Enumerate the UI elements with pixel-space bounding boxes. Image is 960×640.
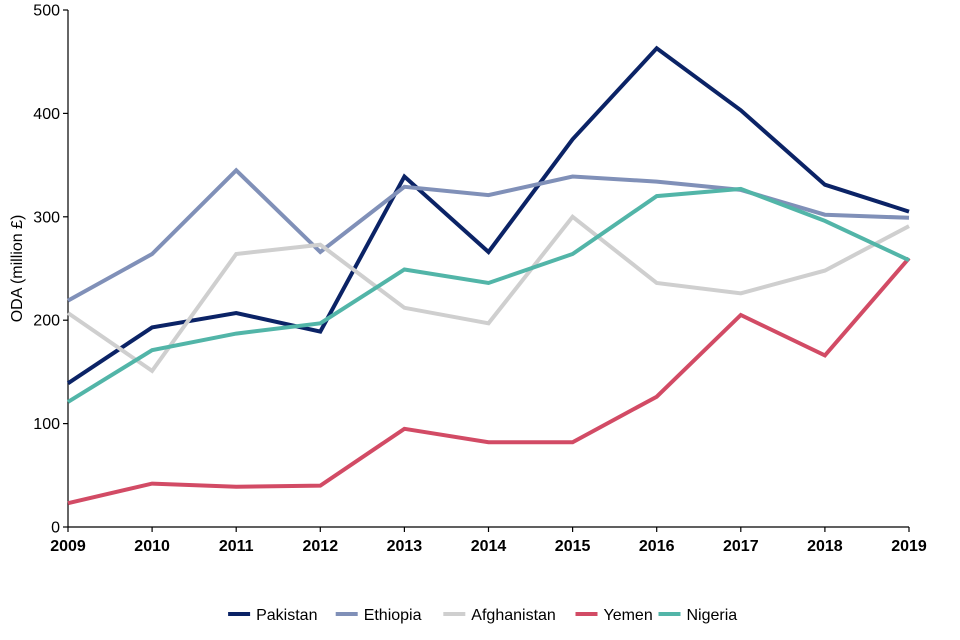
y-axis: 0 100 200 300 400 500 xyxy=(33,3,69,537)
legend-label: Ethiopia xyxy=(364,607,422,624)
legend-item-nigeria: Nigeria xyxy=(658,607,738,624)
legend-item-pakistan: Pakistan xyxy=(228,607,317,624)
series-line-nigeria xyxy=(66,186,910,404)
x-tick-label: 2014 xyxy=(471,538,507,555)
x-tick-label: 2017 xyxy=(723,538,759,555)
x-tick-label: 2016 xyxy=(639,538,675,555)
legend-item-ethiopia: Ethiopia xyxy=(335,607,422,624)
series-line-yemen xyxy=(67,256,911,506)
legend: Pakistan Ethiopia Afghanistan Yemen Nigeria xyxy=(228,607,737,624)
series-line-pakistan xyxy=(66,45,910,385)
x-tick-label: 2012 xyxy=(303,538,339,555)
y-tick-label: 400 xyxy=(33,106,60,123)
y-tick-label: 100 xyxy=(33,416,60,433)
y-tick-label: 0 xyxy=(51,520,60,537)
x-tick-label: 2009 xyxy=(50,538,86,555)
legend-item-yemen: Yemen xyxy=(575,607,653,624)
x-tick-label: 2010 xyxy=(134,538,170,555)
series-line-afghanistan xyxy=(66,213,910,374)
series-lines xyxy=(66,45,911,506)
x-tick-label: 2019 xyxy=(891,538,927,555)
legend-label: Yemen xyxy=(604,607,653,624)
legend-label: Afghanistan xyxy=(471,607,556,624)
legend-item-afghanistan: Afghanistan xyxy=(443,607,556,624)
legend-label: Pakistan xyxy=(256,607,317,624)
legend-label: Nigeria xyxy=(687,607,738,624)
x-tick-label: 2013 xyxy=(387,538,423,555)
x-tick-label: 2011 xyxy=(219,538,254,555)
x-tick-label: 2018 xyxy=(807,538,843,555)
y-tick-label: 200 xyxy=(33,313,60,330)
y-axis-label: ODA (million £) xyxy=(9,215,26,323)
y-tick-label: 500 xyxy=(33,3,60,20)
x-tick-label: 2015 xyxy=(555,538,591,555)
y-tick-label: 300 xyxy=(33,209,60,226)
x-axis: 2009 2010 2011 2012 2013 2014 2015 2016 2017 2018… xyxy=(50,526,927,555)
